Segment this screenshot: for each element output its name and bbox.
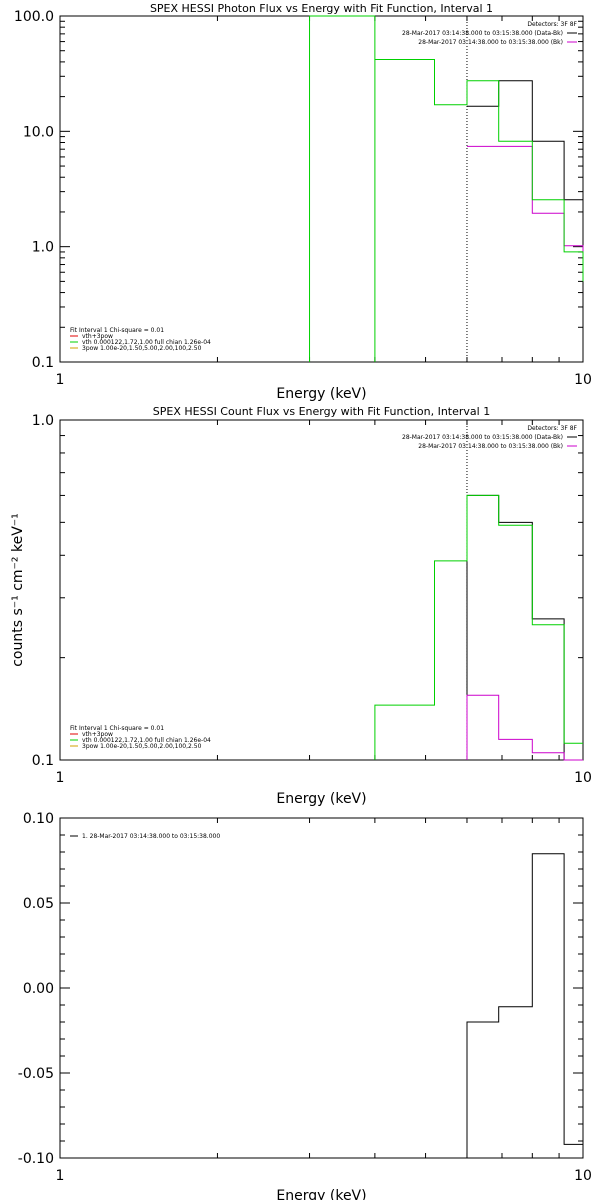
- x-axis-label: Energy (keV): [276, 1188, 366, 1200]
- y-tick-label: 1.0: [32, 240, 54, 256]
- series-1-histogram: [466, 494, 583, 761]
- series-3-histogram: [374, 494, 583, 760]
- y-tick-label: 0.00: [23, 981, 54, 997]
- chart-panel-2: SPEX HESSI Count Flux vs Energy with Fit…: [10, 405, 592, 807]
- plot-frame: [59, 15, 584, 363]
- legend-entry: 3pow 1.00e-20,1.50,5.00,2.00,100,2.50: [82, 345, 202, 352]
- series-1-histogram: [467, 80, 584, 257]
- series-3-histogram: [374, 59, 584, 362]
- legend-entry: 28-Mar-2017 03:14:38.000 to 03:15:38.000…: [418, 39, 563, 46]
- x-tick-label: 10: [574, 1168, 592, 1184]
- y-axis-label: counts s⁻¹ cm⁻² keV⁻¹: [10, 513, 26, 667]
- series-1-histogram: [466, 853, 583, 1158]
- x-tick-label: 10: [574, 372, 592, 388]
- legend-entry: vth+3pow: [82, 333, 113, 340]
- plot-frame: [59, 419, 584, 761]
- legend-entry: 28-Mar-2017 03:14:38.000 to 03:15:38.000…: [402, 434, 563, 441]
- legend-entry: 28-Mar-2017 03:14:38.000 to 03:15:38.000…: [418, 443, 563, 450]
- x-axis-label: Energy (keV): [276, 791, 366, 807]
- y-tick-label: 10.0: [23, 124, 54, 140]
- y-tick-label: -0.10: [18, 1151, 54, 1167]
- legend-header: Detectors: 3F 8F: [527, 21, 577, 28]
- y-tick-label: 100.0: [14, 9, 54, 25]
- x-tick-label: 10: [574, 770, 592, 786]
- legend-header: Detectors: 3F 8F: [527, 425, 577, 432]
- y-tick-label: -0.05: [18, 1066, 54, 1082]
- x-tick-label: 1: [56, 372, 65, 388]
- legend-entry: 3pow 1.00e-20,1.50,5.00,2.00,100,2.50: [82, 743, 202, 750]
- plot-frame: [59, 817, 584, 1159]
- y-tick-label: 1.0: [32, 413, 54, 429]
- y-tick-label: 0.1: [32, 355, 54, 371]
- legend-entry: 28-Mar-2017 03:14:38.000 to 03:15:38.000…: [402, 30, 563, 37]
- legend-entry: vth 0.000122,1.72,1.00 full chian 1.26e-…: [82, 339, 211, 346]
- chart-panel-3: 1 10 -0.10 -0.05 0.00 0.05 0.10 Energy (keV) 1. …: [18, 811, 592, 1200]
- series-2-histogram: [467, 145, 584, 254]
- legend-header: Fit Interval 1 Chi-square = 0.01: [70, 725, 164, 732]
- chart-panel-1: SPEX HESSI Photon Flux vs Energy with Fi…: [14, 2, 592, 402]
- legend-header: Fit Interval 1 Chi-square = 0.01: [70, 327, 164, 334]
- x-tick-label: 1: [56, 770, 65, 786]
- series-2-histogram: [466, 694, 583, 761]
- chart-title: SPEX HESSI Photon Flux vs Energy with Fi…: [150, 2, 493, 15]
- legend-entry: vth 0.000122,1.72,1.00 full chian 1.26e-…: [82, 737, 211, 744]
- y-tick-label: 0.05: [23, 896, 54, 912]
- legend-entry: vth+3pow: [82, 731, 113, 738]
- chart-title: SPEX HESSI Count Flux vs Energy with Fit…: [153, 405, 490, 418]
- x-tick-label: 1: [56, 1168, 65, 1184]
- legend-entry: 1. 28-Mar-2017 03:14:38.000 to 03:15:38.…: [82, 833, 220, 840]
- x-axis-label: Energy (keV): [276, 386, 366, 402]
- y-tick-label: 0.1: [32, 753, 54, 769]
- y-tick-label: 0.10: [23, 811, 54, 827]
